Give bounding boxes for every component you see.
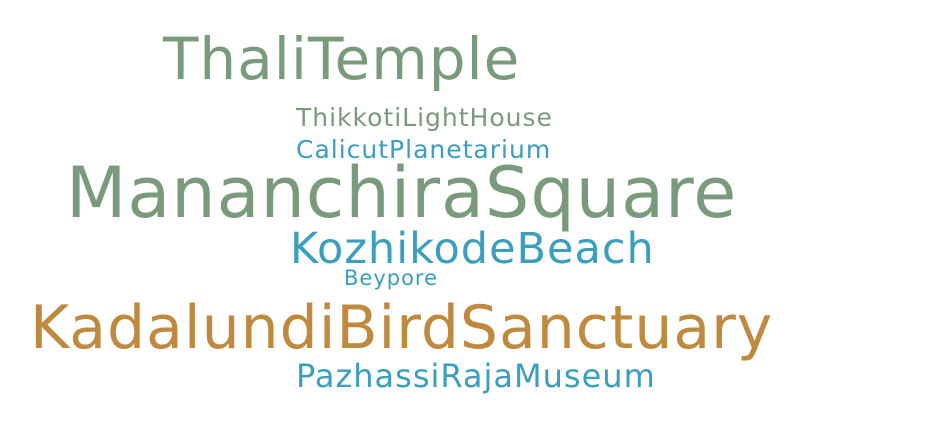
word-thikkoti-light-house: ThikkotiLightHouse — [296, 103, 553, 132]
word-kadalundi-bird-sanctuary: KadalundiBirdSanctuary — [30, 293, 774, 363]
word-mananchira-square: MananchiraSquare — [66, 152, 738, 234]
word-kozhikode-beach: KozhikodeBeach — [290, 224, 655, 274]
word-pazhassi-raja-museum: PazhassiRajaMuseum — [296, 357, 656, 395]
word-thali-temple: ThaliTemple — [163, 25, 521, 93]
word-beypore: Beypore — [344, 266, 439, 290]
word-calicut-planetarium: CalicutPlanetarium — [296, 135, 552, 164]
